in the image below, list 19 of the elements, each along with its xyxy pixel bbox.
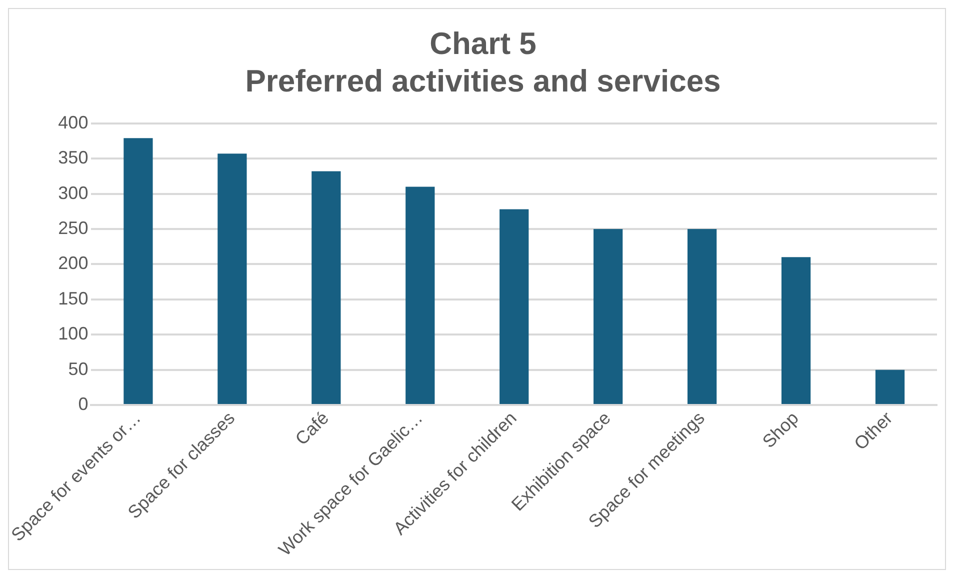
y-tick-label: 350 <box>58 148 88 168</box>
y-tick-label: 250 <box>58 218 88 238</box>
bar <box>312 171 341 404</box>
y-tick-label: 150 <box>58 288 88 308</box>
bar <box>500 209 529 404</box>
bar <box>218 154 247 404</box>
bar <box>594 229 623 404</box>
y-tick-label: 300 <box>58 182 88 203</box>
bar <box>124 138 153 404</box>
chart-title: Chart 5 Preferred activities and services <box>245 26 721 98</box>
y-tick-label: 100 <box>58 324 88 344</box>
bar <box>875 370 905 404</box>
y-tick-label: 200 <box>58 253 88 274</box>
y-tick-label: 50 <box>68 358 88 379</box>
y-tick-label: 400 <box>58 112 88 132</box>
bar <box>781 257 811 404</box>
y-tick-label: 0 <box>78 394 88 414</box>
bar <box>687 229 717 404</box>
bar <box>406 186 435 404</box>
